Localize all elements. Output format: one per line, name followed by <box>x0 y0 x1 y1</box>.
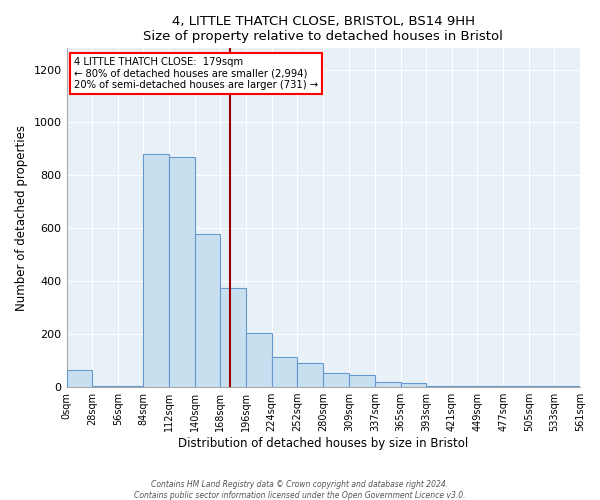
Bar <box>452 386 478 387</box>
Text: Contains HM Land Registry data © Crown copyright and database right 2024.
Contai: Contains HM Land Registry data © Crown c… <box>134 480 466 500</box>
Bar <box>323 372 349 387</box>
Bar <box>169 157 194 387</box>
Bar <box>220 288 246 387</box>
Bar <box>297 364 323 387</box>
Bar <box>272 356 297 387</box>
Bar <box>401 383 426 387</box>
Bar <box>67 370 92 387</box>
X-axis label: Distribution of detached houses by size in Bristol: Distribution of detached houses by size … <box>178 437 469 450</box>
Bar <box>478 386 503 387</box>
Bar <box>92 386 118 387</box>
Bar <box>375 382 401 387</box>
Bar <box>118 386 143 387</box>
Text: 4 LITTLE THATCH CLOSE:  179sqm
← 80% of detached houses are smaller (2,994)
20% : 4 LITTLE THATCH CLOSE: 179sqm ← 80% of d… <box>74 57 319 90</box>
Title: 4, LITTLE THATCH CLOSE, BRISTOL, BS14 9HH
Size of property relative to detached : 4, LITTLE THATCH CLOSE, BRISTOL, BS14 9H… <box>143 15 503 43</box>
Bar <box>554 386 580 387</box>
Bar <box>426 386 452 387</box>
Bar <box>503 386 529 387</box>
Bar <box>349 375 375 387</box>
Bar <box>143 154 169 387</box>
Bar <box>246 333 272 387</box>
Y-axis label: Number of detached properties: Number of detached properties <box>15 124 28 310</box>
Bar <box>194 234 220 387</box>
Bar <box>529 386 554 387</box>
